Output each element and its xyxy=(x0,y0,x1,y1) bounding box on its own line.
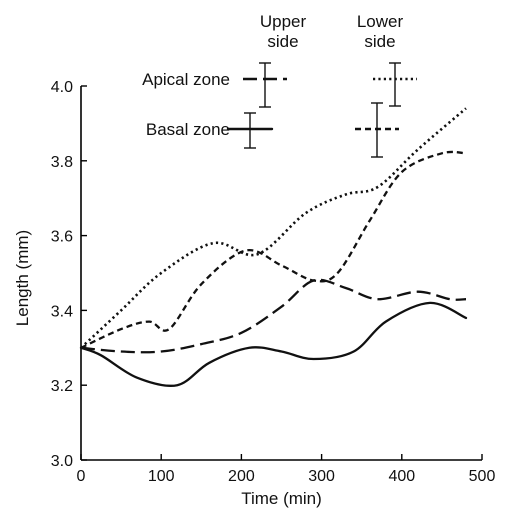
series-layer xyxy=(79,107,468,387)
axes xyxy=(80,86,482,461)
x-tick-label: 300 xyxy=(308,468,335,485)
legend-error-bar xyxy=(259,62,271,108)
series-line-3 xyxy=(80,150,467,349)
x-tick-label: 400 xyxy=(388,468,415,485)
y-tick-label: 3.4 xyxy=(51,303,73,320)
x-tick-label: 0 xyxy=(77,468,86,485)
x-tick-label: 500 xyxy=(469,468,496,485)
legend-error-bar xyxy=(371,102,383,158)
legend-row-label: Apical zone xyxy=(142,70,230,89)
x-tick-label: 200 xyxy=(228,468,255,485)
y-tick-label: 3.2 xyxy=(51,378,73,395)
y-tick-label: 3.0 xyxy=(51,453,73,470)
y-tick-label: 4.0 xyxy=(51,79,73,96)
legend-column-header: Upper side xyxy=(260,12,307,51)
legend-row-label: Basal zone xyxy=(146,120,230,139)
series-line-1 xyxy=(80,107,467,349)
axis-ticks: 0 100 200 300 400 500 3.0 3.2 3.4 3.6 3.8 4.0 xyxy=(51,79,496,485)
series-line-2 xyxy=(79,301,468,387)
legend: Upper side Lower side Apical zone Basal zone xyxy=(142,12,417,158)
y-tick-label: 3.8 xyxy=(51,154,73,171)
legend-error-bar xyxy=(244,112,256,149)
y-tick-label: 3.6 xyxy=(51,229,73,246)
legend-error-bar xyxy=(389,62,401,107)
series-line-0 xyxy=(80,278,467,354)
x-axis-title: Time (min) xyxy=(241,489,322,508)
y-axis-title: Length (mm) xyxy=(13,230,32,326)
x-tick-label: 100 xyxy=(148,468,175,485)
legend-column-header: Lower side xyxy=(357,12,404,51)
